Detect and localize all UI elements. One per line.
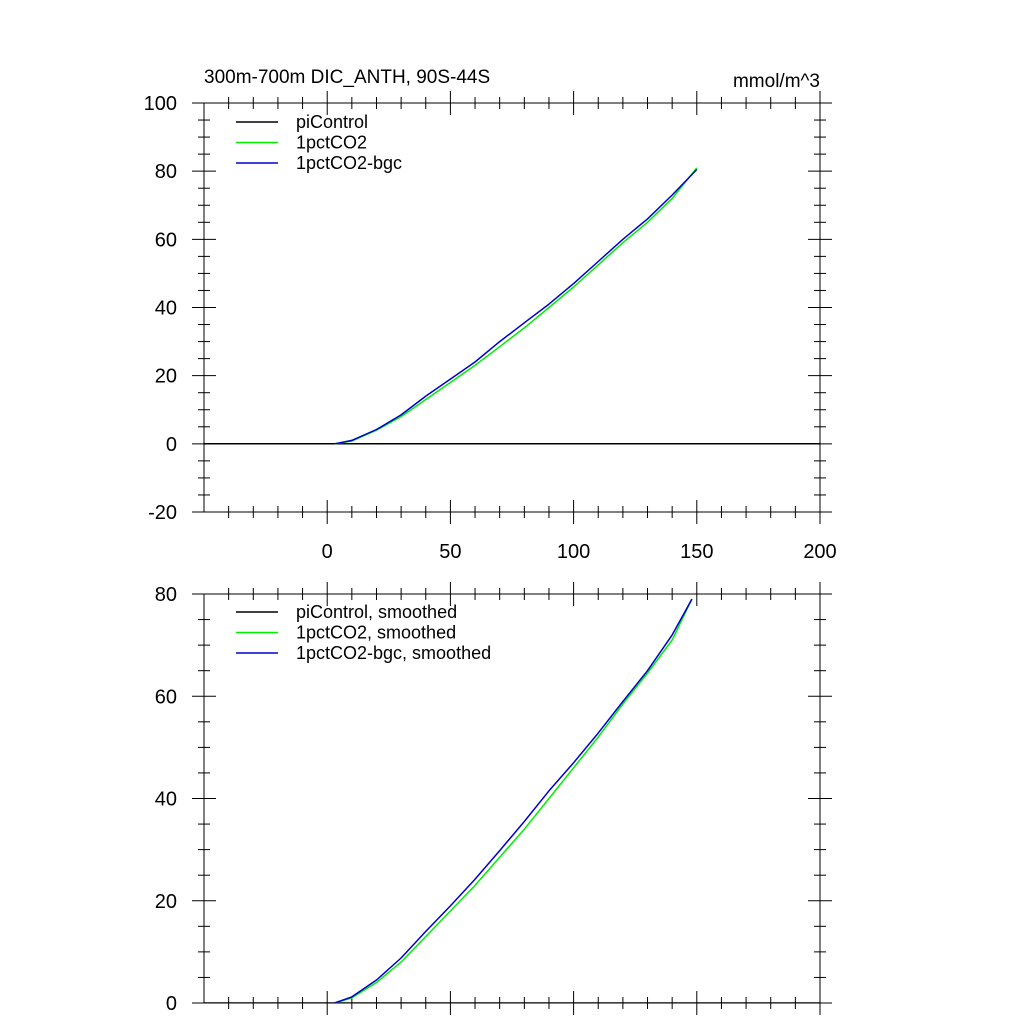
y-tick-label: -20: [148, 502, 177, 524]
series-lines: [204, 598, 820, 1003]
legend-label: 1pctCO2: [296, 133, 367, 153]
series-line-1pctco2: [334, 167, 698, 445]
axis-ticks: [192, 582, 832, 1015]
y-tick-label: 80: [155, 161, 177, 183]
y-tick-label: 0: [166, 434, 177, 456]
series-line-1pctco2-bgc-smoothed: [334, 598, 693, 1003]
legend-label: piControl: [296, 112, 368, 132]
x-tick-label: 150: [680, 541, 713, 563]
x-tick-label: 200: [803, 541, 836, 563]
legend-label: 1pctCO2-bgc: [296, 153, 402, 173]
x-tick-label: 50: [439, 541, 461, 563]
x-tick-label: 0: [322, 541, 333, 563]
y-tick-label: 60: [155, 229, 177, 251]
units-label: mmol/m^3: [733, 71, 820, 92]
y-tick-label: 40: [155, 298, 177, 320]
y-axis-tick-labels: 0 20 40 60 80: [155, 584, 177, 1015]
x-tick-label: 100: [557, 541, 590, 563]
y-tick-label: 20: [155, 891, 177, 913]
legend-label: 1pctCO2-bgc, smoothed: [296, 643, 491, 663]
y-tick-label: 40: [155, 789, 177, 811]
y-tick-label: 80: [155, 584, 177, 606]
series-lines: [204, 167, 820, 445]
legend-label: piControl, smoothed: [296, 602, 457, 622]
panel-title: 300m-700m DIC_ANTH, 90S-44S: [204, 67, 490, 88]
y-axis-tick-labels: -20 0 20 40 60 80 100: [144, 93, 177, 524]
top-panel: 300m-700m DIC_ANTH, 90S-44S mmol/m^3 0 50…: [144, 67, 837, 563]
y-tick-label: 0: [166, 993, 177, 1015]
legend-label: 1pctCO2, smoothed: [296, 623, 456, 643]
y-tick-label: 100: [144, 93, 177, 115]
y-tick-label: 60: [155, 686, 177, 708]
y-tick-label: 20: [155, 366, 177, 388]
series-line-1pctco2-bgc: [334, 168, 698, 445]
x-axis-tick-labels: 0 50 100 150 200: [322, 541, 837, 563]
axis-ticks: [192, 91, 832, 524]
series-line-1pctco2-smoothed: [334, 598, 693, 1003]
